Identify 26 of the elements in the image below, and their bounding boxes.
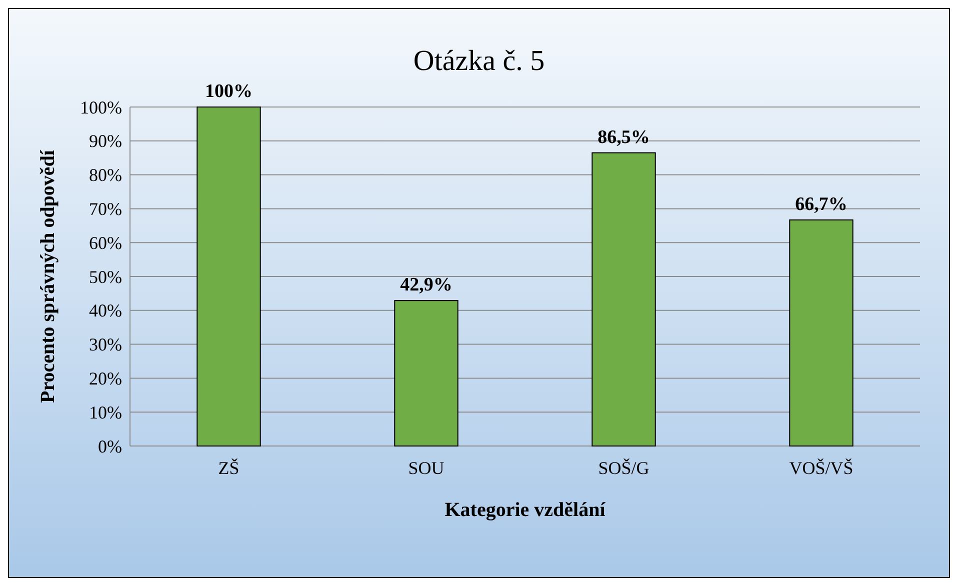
chart-title: Otázka č. 5 bbox=[413, 45, 545, 77]
y-tick-label: 30% bbox=[89, 334, 122, 355]
x-tick-label: ZŠ bbox=[218, 458, 240, 478]
x-tick-label: SOU bbox=[408, 458, 444, 478]
data-label: 42,9% bbox=[400, 274, 452, 296]
y-tick-label: 0% bbox=[98, 436, 122, 456]
y-axis-title: Procento správných odpovědí bbox=[37, 150, 59, 403]
y-tick-label: 90% bbox=[89, 131, 122, 152]
y-tick-label: 60% bbox=[89, 232, 122, 253]
y-tick-label: 20% bbox=[89, 368, 122, 388]
x-axis-title: Kategorie vzdělání bbox=[444, 499, 606, 521]
data-label: 66,7% bbox=[795, 194, 848, 215]
y-tick-label: 80% bbox=[89, 165, 122, 186]
x-tick-label: VOŠ/VŠ bbox=[789, 458, 854, 478]
y-tick-label: 50% bbox=[89, 266, 122, 287]
y-tick-label: 40% bbox=[89, 300, 122, 321]
bar bbox=[592, 152, 656, 446]
bar bbox=[789, 219, 854, 446]
bar bbox=[394, 300, 458, 446]
y-tick-label: 70% bbox=[89, 199, 122, 219]
y-tick-label: 10% bbox=[89, 402, 122, 422]
bar bbox=[196, 106, 261, 446]
y-tick-label: 100% bbox=[80, 97, 122, 118]
x-tick-label: SOŠ/G bbox=[598, 458, 650, 478]
data-label: 100% bbox=[205, 81, 252, 102]
data-label: 86,5% bbox=[598, 126, 650, 148]
